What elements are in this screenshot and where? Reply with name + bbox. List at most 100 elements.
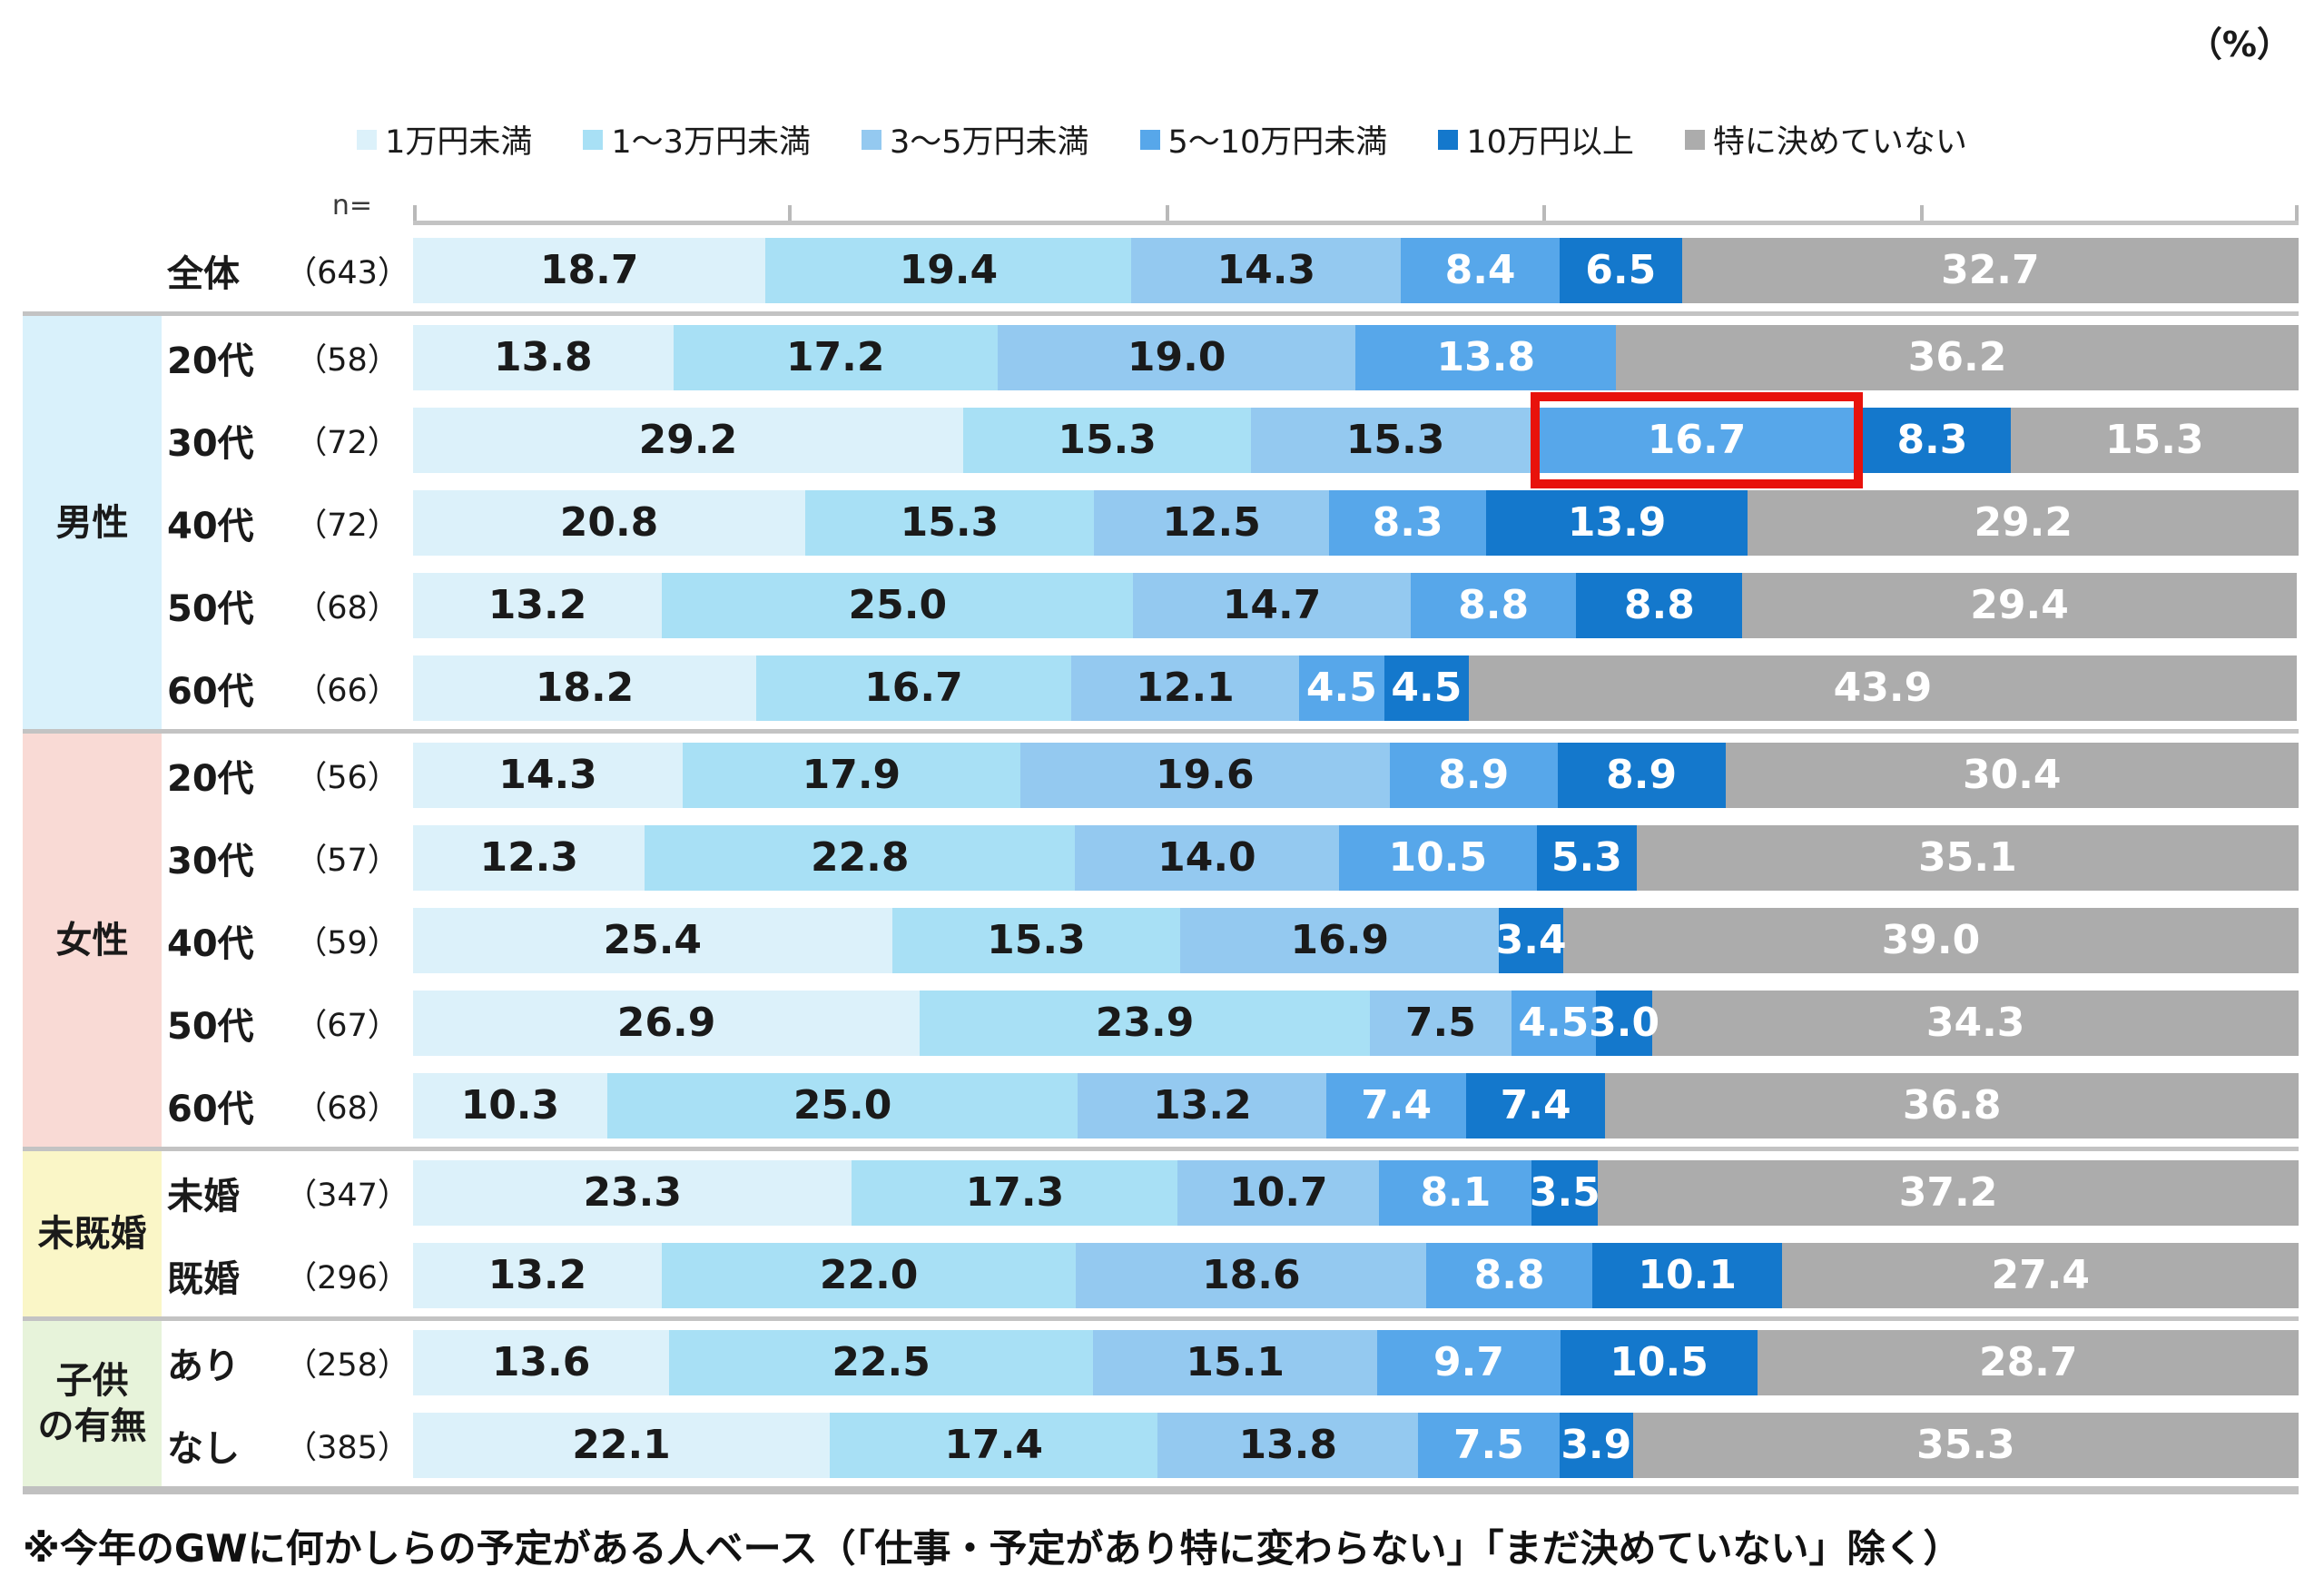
row-label: あり [167, 1345, 240, 1387]
chart-row: 50代 （68） 13.2 25.0 14.7 8.8 8.8 29.4 [162, 564, 2299, 646]
axis-header: n= [0, 190, 2324, 225]
bar-segment: 8.8 [1576, 572, 1743, 638]
row-n: （68） [295, 1090, 399, 1127]
segment-value-label: 25.0 [848, 581, 948, 628]
row-label: 50代 [167, 587, 254, 630]
axis-tick [1542, 205, 1547, 221]
bar-segment: 8.8 [1426, 1242, 1592, 1308]
bar-segment: 29.2 [1748, 489, 2299, 556]
stacked-bar: 18.2 16.7 12.1 4.5 4.5 43.9 [413, 655, 2299, 721]
bar-segment: 3.9 [1559, 1412, 1633, 1478]
row-n: （385） [285, 1430, 409, 1466]
bar-segment: 13.2 [413, 1242, 662, 1308]
segment-value-label: 36.8 [1902, 1081, 2002, 1129]
separator [23, 729, 2299, 734]
segment-value-label: 13.8 [494, 333, 593, 380]
row-n: （59） [295, 925, 399, 961]
bar-segment: 27.4 [1782, 1242, 2299, 1308]
bar-segment: 17.4 [830, 1412, 1158, 1478]
legend-label: 10万円以上 [1466, 124, 1634, 161]
axis-tick [1919, 205, 1924, 221]
segment-value-label: 18.2 [535, 664, 635, 711]
segment-value-label: 8.4 [1444, 246, 1516, 293]
row-label: 40代 [167, 922, 254, 965]
legend-label: 1万円未満 [385, 124, 533, 161]
bar-segment: 14.7 [1133, 572, 1411, 638]
bar-segment: 12.5 [1093, 489, 1330, 556]
chart-row: 30代 （72） 29.2 15.3 15.3 16.7 8.3 15.3 [162, 391, 2299, 488]
row-label: 60代 [167, 670, 254, 713]
bar-segment: 3.5 [1530, 1159, 1600, 1226]
bar-segment: 22.1 [413, 1412, 831, 1478]
bar-segment: 28.7 [1758, 1329, 2299, 1395]
stacked-bar-chart: 全体 （643） 18.7 19.4 14.3 8.4 6.5 32.7 男性 20代 （58） 13… [23, 229, 2299, 1494]
segment-value-label: 27.4 [1991, 1251, 2091, 1298]
segment-value-label: 17.3 [965, 1168, 1065, 1216]
bar-segment: 8.8 [1410, 572, 1577, 638]
legend-label: 特に決めていない [1712, 124, 1967, 161]
bar-segment: 6.5 [1559, 237, 1682, 303]
legend-swatch-icon [357, 129, 378, 150]
separator [23, 311, 2299, 316]
segment-value-label: 20.8 [559, 498, 659, 546]
bar-segment: 19.4 [765, 237, 1132, 303]
bar-segment: 7.5 [1370, 990, 1512, 1056]
chart-row: 20代 （56） 14.3 17.9 19.6 8.9 8.9 30.4 [162, 734, 2299, 816]
bar-segment: 17.3 [852, 1159, 1178, 1226]
bar-segment: 10.5 [1560, 1329, 1758, 1395]
segment-value-label: 23.9 [1095, 999, 1195, 1046]
bar-segment: 35.1 [1636, 824, 2299, 891]
segment-value-label: 28.7 [1978, 1338, 2078, 1385]
bar-segment: 15.1 [1093, 1329, 1378, 1395]
row-n: （258） [285, 1347, 409, 1384]
segment-value-label: 25.0 [793, 1081, 892, 1129]
bar-segment: 19.6 [1019, 742, 1390, 808]
segment-value-label: 32.7 [1941, 246, 2040, 293]
section-rows: 全体 （643） 18.7 19.4 14.3 8.4 6.5 32.7 [162, 229, 2299, 311]
bar-segment: 17.2 [673, 324, 998, 390]
segment-value-label: 22.1 [572, 1421, 671, 1468]
row-n: （58） [295, 342, 399, 379]
footnote: ※今年のGWに何かしらの予定がある人ベース（「仕事・予定があり特に変わらない」「… [23, 1526, 1962, 1571]
segment-value-label: 43.9 [1833, 664, 1933, 711]
chart-row: 既婚 （296） 13.2 22.0 18.6 8.8 10.1 27.4 [162, 1234, 2299, 1316]
stacked-bar: 18.7 19.4 14.3 8.4 6.5 32.7 [413, 237, 2299, 303]
segment-value-label: 23.3 [583, 1168, 682, 1216]
segment-value-label: 14.7 [1222, 581, 1322, 628]
bar-segment: 22.0 [661, 1242, 1077, 1308]
segment-value-label: 16.9 [1290, 916, 1390, 963]
segment-value-label: 12.1 [1136, 664, 1235, 711]
segment-value-label: 13.8 [1238, 1421, 1337, 1468]
segment-value-label: 25.4 [603, 916, 703, 963]
segment-value-label: 15.1 [1186, 1338, 1285, 1385]
chart-row: 60代 （66） 18.2 16.7 12.1 4.5 4.5 43.9 [162, 646, 2299, 729]
segment-value-label: 8.3 [1896, 416, 1968, 463]
row-n: （643） [285, 255, 409, 291]
bar-segment: 15.3 [1251, 407, 1540, 473]
segment-value-label: 19.4 [899, 246, 999, 293]
segment-value-label: 26.9 [616, 999, 716, 1046]
bar-segment: 8.4 [1401, 237, 1560, 303]
legend-label: 3〜5万円未満 [889, 124, 1089, 161]
segment-value-label: 8.9 [1606, 751, 1678, 798]
bar-segment: 34.3 [1652, 990, 2299, 1056]
bar-segment: 10.7 [1177, 1159, 1380, 1226]
bar-segment: 8.9 [1557, 742, 1726, 808]
row-n: （68） [295, 590, 399, 626]
row-n: （347） [285, 1178, 409, 1214]
bar-segment: 32.7 [1681, 237, 2299, 303]
n-header: n= [331, 190, 372, 222]
legend-item: 特に決めていない [1684, 116, 1967, 163]
group-label: 男性 [23, 316, 162, 729]
legend-label: 5〜10万円未満 [1167, 124, 1388, 161]
bar-segment: 8.9 [1389, 742, 1558, 808]
stacked-bar: 13.8 17.2 19.0 13.8 36.2 [413, 324, 2299, 390]
bar-segment: 15.3 [805, 489, 1094, 556]
stacked-bar: 23.3 17.3 10.7 8.1 3.5 37.2 [413, 1159, 2299, 1226]
chart-row: なし （385） 22.1 17.4 13.8 7.5 3.9 35.3 [162, 1404, 2299, 1486]
bar-segment: 7.4 [1465, 1072, 1606, 1138]
bar-segment: 10.5 [1338, 824, 1537, 891]
segment-value-label: 9.7 [1433, 1338, 1504, 1385]
row-label: 20代 [167, 757, 254, 800]
bar-segment: 13.2 [1078, 1072, 1327, 1138]
